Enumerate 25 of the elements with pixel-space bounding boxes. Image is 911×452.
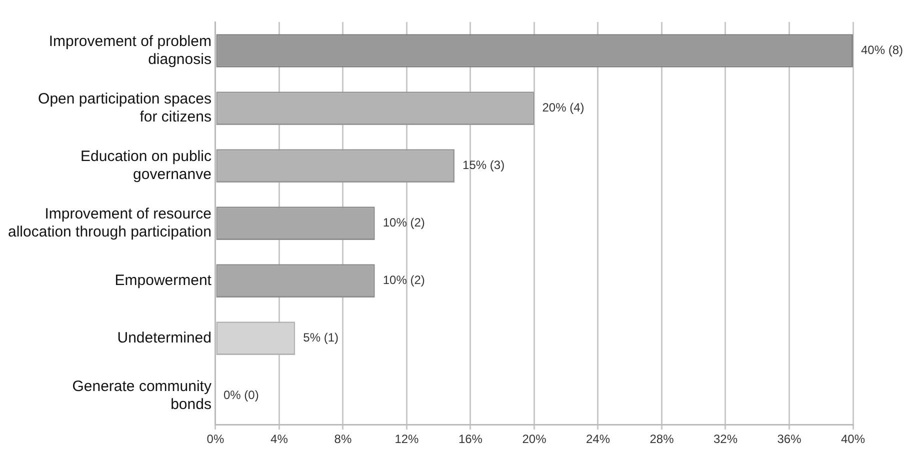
data-label: 10% (2) <box>382 216 425 230</box>
x-tick-label: 24% <box>586 432 610 446</box>
data-label: 15% (3) <box>462 158 505 172</box>
y-tick-label: Education on public governanve <box>80 148 212 183</box>
data-label: 10% (2) <box>382 273 425 288</box>
y-tick-label: Improvement of problem diagnosis <box>48 32 212 68</box>
y-tick-label: Undetermined <box>117 329 212 346</box>
x-tick-label: 36% <box>777 432 802 446</box>
y-tick-label: Open participation spaces for citizens <box>38 90 212 126</box>
y-tick-label: Generate community bonds <box>72 378 212 413</box>
x-tick-label: 32% <box>713 432 738 446</box>
x-tick-label: 28% <box>650 432 674 446</box>
x-tick-label: 16% <box>458 432 483 446</box>
y-tick-label: Improvement of resource allocation through participation <box>8 205 212 240</box>
x-tick-label: 40% <box>840 432 866 446</box>
x-tick-label: 0% <box>206 432 224 446</box>
data-label: 40% (8) <box>861 43 904 58</box>
x-tick-label: 4% <box>270 432 288 446</box>
data-label: 5% (1) <box>303 330 339 345</box>
x-tick-label: 12% <box>394 432 420 446</box>
x-tick-label: 8% <box>334 432 352 446</box>
data-label: 0% (0) <box>223 388 259 402</box>
data-label: 20% (4) <box>542 100 584 115</box>
y-tick-label: Empowerment <box>114 272 212 289</box>
x-tick-label: 20% <box>522 432 547 446</box>
